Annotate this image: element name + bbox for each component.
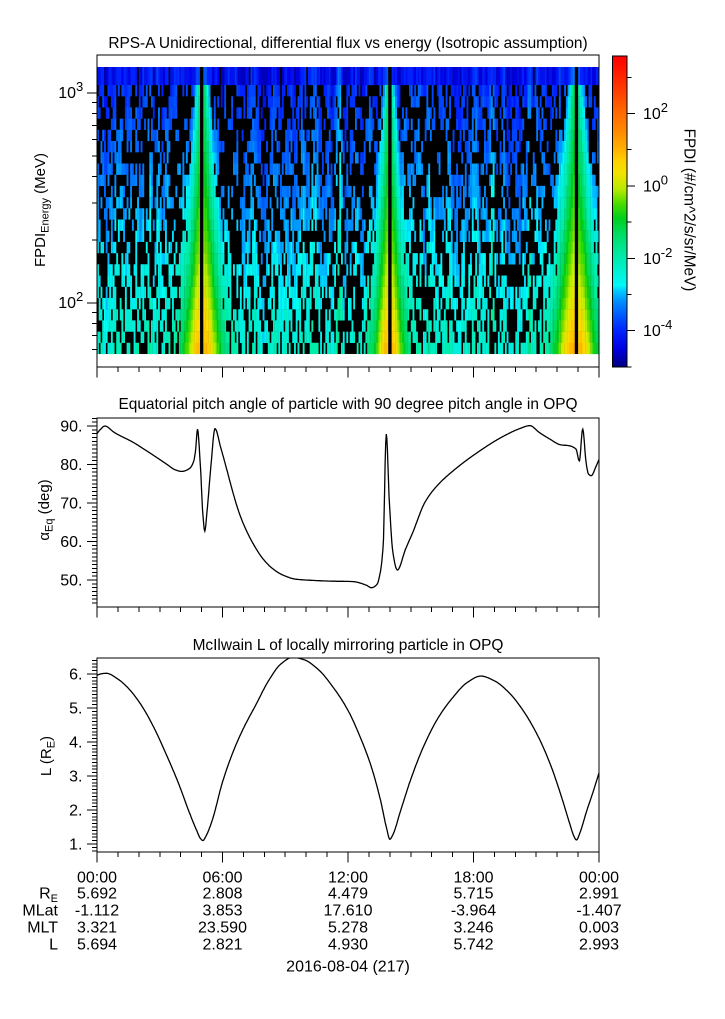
svg-text:5.694: 5.694 [77, 937, 117, 954]
svg-text:McIlwain L of locally mirrorin: McIlwain L of locally mirroring particle… [193, 637, 504, 654]
svg-text:00:00: 00:00 [77, 870, 117, 887]
svg-text:12:00: 12:00 [328, 870, 368, 887]
svg-text:00:00: 00:00 [579, 870, 619, 887]
svg-text:3.321: 3.321 [77, 920, 117, 937]
svg-text:2: 2 [76, 289, 83, 304]
svg-text:10: 10 [643, 106, 661, 123]
svg-text:Equatorial pitch angle of part: Equatorial pitch angle of particle with … [118, 396, 577, 413]
svg-text:70.: 70. [60, 496, 82, 513]
svg-text:-1.112: -1.112 [75, 903, 119, 920]
svg-text:FPDI (#/cm^2/s/sr/MeV): FPDI (#/cm^2/s/sr/MeV) [681, 129, 698, 292]
svg-text:90.: 90. [60, 419, 82, 436]
svg-text:3: 3 [76, 79, 83, 94]
svg-text:4.930: 4.930 [328, 937, 368, 954]
svg-text:50.: 50. [60, 573, 82, 590]
svg-text:3.: 3. [69, 769, 82, 786]
svg-text:10: 10 [58, 295, 76, 312]
svg-text:2016-08-04 (217): 2016-08-04 (217) [286, 959, 410, 976]
svg-text:10: 10 [643, 323, 661, 340]
svg-text:2.991: 2.991 [579, 886, 619, 903]
svg-text:2.: 2. [69, 803, 82, 820]
svg-text:4.479: 4.479 [328, 886, 368, 903]
svg-text:L: L [49, 937, 58, 954]
svg-text:10: 10 [643, 251, 661, 268]
svg-text:5.: 5. [69, 701, 82, 718]
svg-text:1.: 1. [69, 837, 82, 854]
svg-text:6.: 6. [69, 667, 82, 684]
svg-text:4.: 4. [69, 735, 82, 752]
svg-text:23.590: 23.590 [198, 920, 247, 937]
svg-text:60.: 60. [60, 534, 82, 551]
svg-text:06:00: 06:00 [202, 870, 242, 887]
svg-text:5.715: 5.715 [453, 886, 493, 903]
svg-text:FPDIEnergy (MeV): FPDIEnergy (MeV) [32, 153, 52, 267]
svg-text:0.003: 0.003 [579, 920, 619, 937]
svg-text:5.742: 5.742 [453, 937, 493, 954]
svg-text:-1.407: -1.407 [576, 903, 621, 920]
svg-text:18:00: 18:00 [453, 870, 493, 887]
svg-text:-2: -2 [661, 245, 673, 260]
svg-text:2: 2 [661, 100, 668, 115]
svg-text:80.: 80. [60, 457, 82, 474]
svg-text:3.246: 3.246 [453, 920, 493, 937]
svg-text:MLat: MLat [22, 903, 58, 920]
svg-text:17.610: 17.610 [324, 903, 373, 920]
svg-text:-4: -4 [661, 317, 673, 332]
svg-text:RPS-A Unidirectional, differen: RPS-A Unidirectional, differential flux … [108, 35, 587, 52]
svg-text:3.853: 3.853 [202, 903, 242, 920]
svg-text:0: 0 [661, 172, 668, 187]
svg-text:2.821: 2.821 [202, 937, 242, 954]
svg-text:10: 10 [58, 85, 76, 102]
svg-text:-3.964: -3.964 [451, 903, 496, 920]
svg-text:MLT: MLT [27, 920, 58, 937]
svg-text:10: 10 [643, 178, 661, 195]
svg-text:5.692: 5.692 [77, 886, 117, 903]
svg-text:2.993: 2.993 [579, 937, 619, 954]
svg-text:2.808: 2.808 [202, 886, 242, 903]
svg-text:5.278: 5.278 [328, 920, 368, 937]
